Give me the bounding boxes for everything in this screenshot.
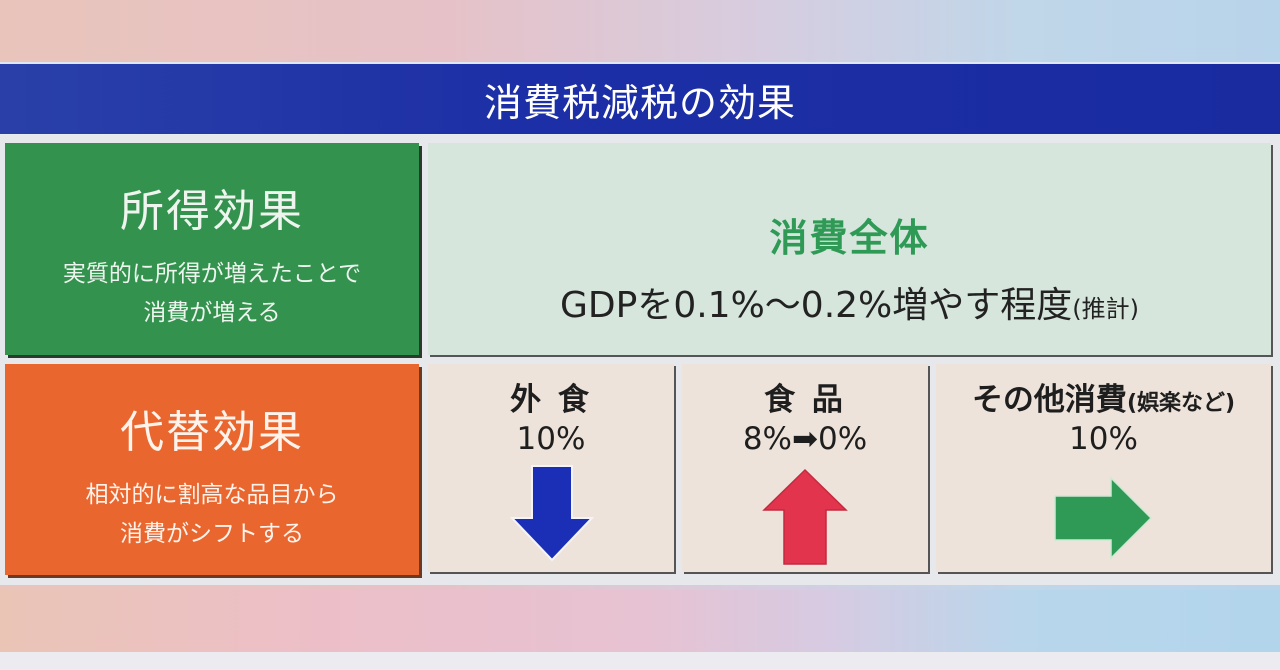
income-effect-panel: 所得効果 実質的に所得が増えたことで 消費が増える <box>5 143 419 355</box>
category-rate: 10% <box>1069 421 1138 457</box>
gdp-estimate-text: GDPを0.1%〜0.2%増やす程度 <box>560 285 1073 326</box>
substitution-effect-description: 相対的に割高な品目から 消費がシフトする <box>5 476 419 554</box>
substitution-effect-heading: 代替効果 <box>120 407 304 458</box>
overall-consumption-description: GDPを0.1%〜0.2%増やす程度(推計) <box>428 276 1271 328</box>
estimate-note: (推計) <box>1072 295 1139 323</box>
income-effect-desc-line2: 消費が増える <box>143 300 281 326</box>
arrow-up-icon <box>762 468 848 565</box>
overall-consumption-heading: 消費全体 <box>769 216 930 260</box>
page-title: 消費税減税の効果 <box>483 80 796 125</box>
income-effect-heading: 所得効果 <box>120 186 304 237</box>
substitution-effect-desc-line2: 消費がシフトする <box>120 521 304 547</box>
category-name-main: その他消費 <box>971 382 1127 418</box>
category-name: 外 食 <box>510 382 592 418</box>
decorative-bottom-strip <box>0 590 1280 652</box>
category-name-sub: (娯楽など) <box>1126 391 1236 416</box>
income-effect-description: 実質的に所得が増えたことで 消費が増える <box>5 255 419 333</box>
income-effect-desc-line1: 実質的に所得が増えたことで <box>62 261 362 287</box>
content-area: 所得効果 実質的に所得が増えたことで 消費が増える 消費全体 GDPを0.1%〜… <box>0 135 1280 585</box>
category-rate: 8%➡0% <box>742 421 868 457</box>
substitution-effect-desc-line1: 相対的に割高な品目から <box>85 482 339 508</box>
category-dining-out: 外 食 10% <box>428 364 674 572</box>
arrow-right-icon <box>1054 476 1153 560</box>
overall-consumption-panel: 消費全体 GDPを0.1%〜0.2%増やす程度(推計) <box>428 143 1271 355</box>
title-bar: 消費税減税の効果 <box>0 62 1280 137</box>
substitution-effect-panel: 代替効果 相対的に割高な品目から 消費がシフトする <box>5 364 419 575</box>
arrow-down-icon <box>510 465 594 562</box>
category-name: 食 品 <box>764 382 846 418</box>
category-name: その他消費(娯楽など) <box>936 374 1271 419</box>
category-food: 食 品 8%➡0% <box>682 364 928 572</box>
decorative-bottom-line <box>0 652 1280 670</box>
category-rate: 10% <box>516 421 586 457</box>
category-other-consumption: その他消費(娯楽など) 10% <box>936 364 1271 572</box>
